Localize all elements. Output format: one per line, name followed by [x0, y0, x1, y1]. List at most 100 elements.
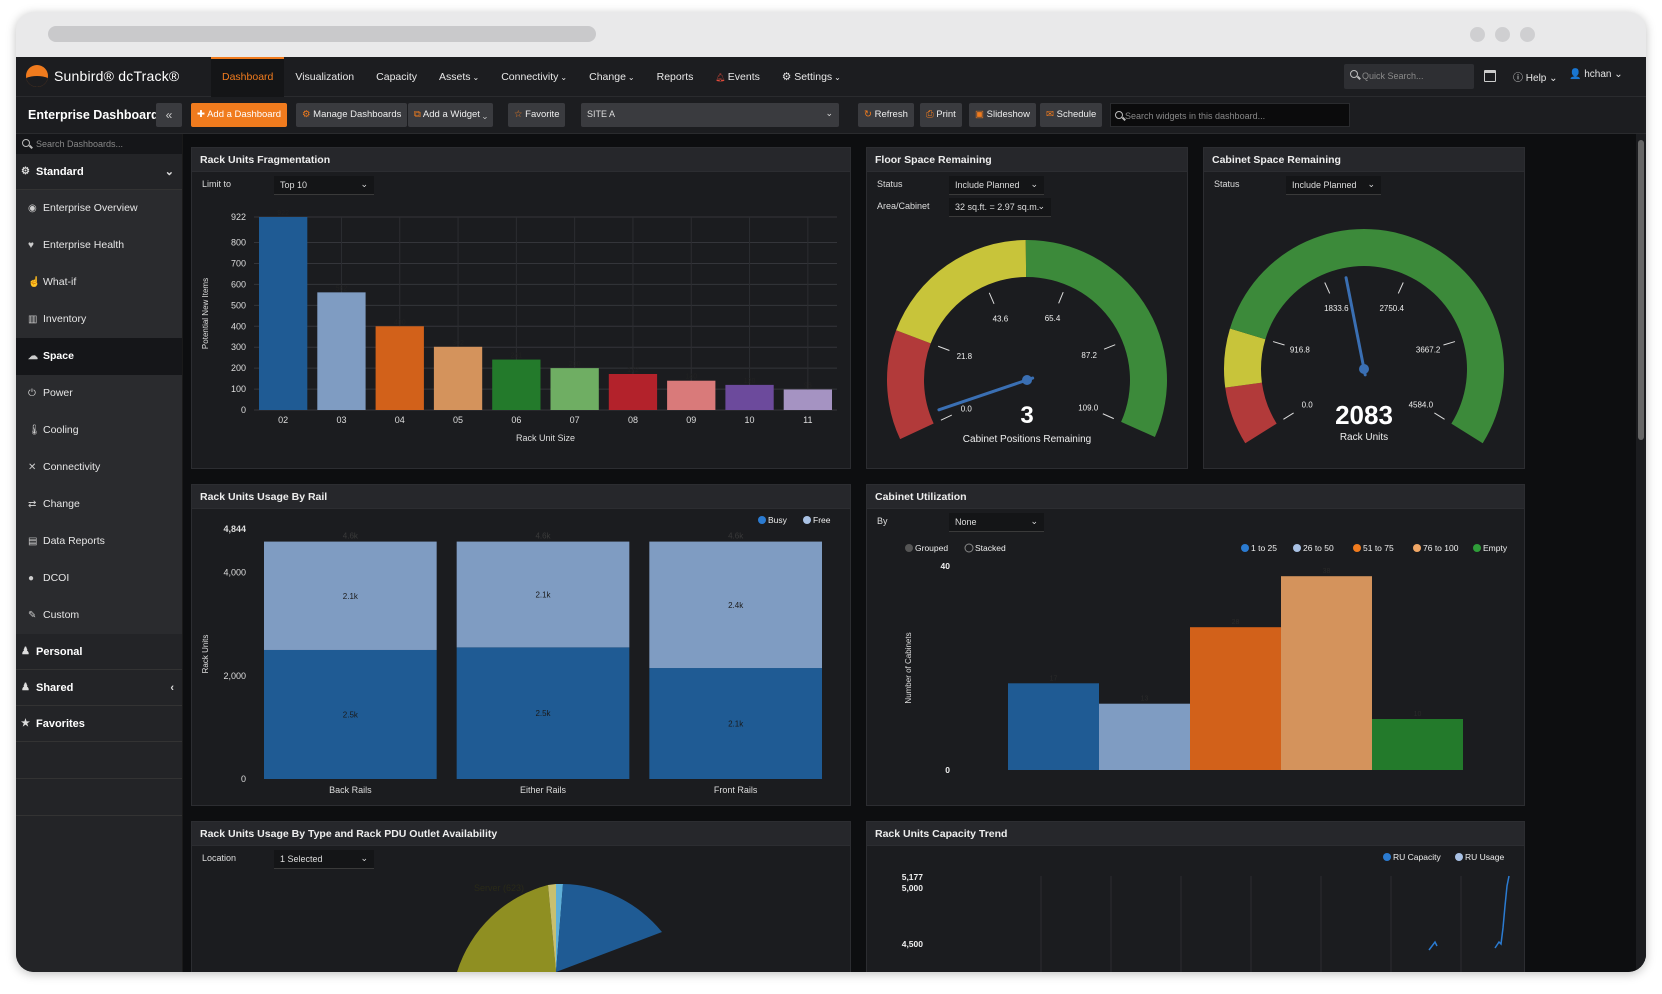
- stacked-bar-segment[interactable]: [649, 541, 822, 669]
- bar[interactable]: [1190, 627, 1281, 770]
- slideshow-button[interactable]: ▣ Slideshow: [969, 103, 1036, 127]
- legend-marker[interactable]: [1241, 544, 1249, 552]
- sidebar-item-dcoi[interactable]: ● DCOI: [16, 560, 182, 597]
- ru-capacity-line[interactable]: [1428, 940, 1438, 951]
- address-bar[interactable]: [48, 26, 596, 42]
- stacked-bar-segment[interactable]: [456, 647, 630, 779]
- sidebar-item-what-if[interactable]: ☝ What-if: [16, 264, 182, 301]
- legend-marker[interactable]: [803, 516, 811, 524]
- bar[interactable]: [608, 373, 658, 410]
- nav-item-visualization[interactable]: Visualization: [284, 57, 365, 97]
- bar[interactable]: [1099, 703, 1190, 770]
- stacked-bar-segment[interactable]: [456, 541, 630, 648]
- pie-slice[interactable]: [556, 883, 563, 972]
- stacked-radio[interactable]: [964, 543, 974, 553]
- pie-slice[interactable]: [548, 884, 556, 972]
- sidebar-section-personal[interactable]: ♟ Personal: [16, 634, 182, 670]
- user-menu[interactable]: 👤 hchan ⌄: [1569, 69, 1623, 80]
- help-menu[interactable]: ⓘ Help ⌄: [1513, 69, 1558, 84]
- sidebar-section-favorites[interactable]: ★ Favorites: [16, 706, 182, 742]
- nav-item-assets[interactable]: Assets ⌄: [428, 57, 490, 97]
- by-select[interactable]: None ⌄: [949, 513, 1044, 532]
- window-dot-icon[interactable]: [1520, 27, 1535, 42]
- sidebar-item-inventory[interactable]: ▥ Inventory: [16, 301, 182, 338]
- sidebar-section-standard[interactable]: ⚙ Standard ⌄: [16, 154, 182, 190]
- widget-title[interactable]: Rack Units Usage By Rail: [192, 485, 850, 509]
- nav-item-connectivity[interactable]: Connectivity ⌄: [490, 57, 578, 97]
- manage-dashboards-button[interactable]: ⚙ Manage Dashboards: [296, 103, 408, 127]
- pie-slice[interactable]: [457, 885, 556, 972]
- calendar-icon[interactable]: [1484, 70, 1496, 82]
- sidebar-item-change[interactable]: ⇄ Change: [16, 486, 182, 523]
- print-button[interactable]: ⎙ Print: [920, 103, 962, 127]
- sidebar-item-enterprise-health[interactable]: ♥ Enterprise Health: [16, 227, 182, 264]
- legend-marker[interactable]: [1293, 544, 1301, 552]
- gauge-band[interactable]: [1224, 328, 1266, 388]
- bar[interactable]: [1008, 683, 1099, 770]
- scrollbar[interactable]: [1636, 134, 1646, 972]
- widget-title[interactable]: Rack Units Capacity Trend: [867, 822, 1524, 846]
- gauge-band[interactable]: [1229, 229, 1504, 444]
- status-select[interactable]: Include Planned ⌄: [1286, 176, 1381, 195]
- widget-title[interactable]: Rack Units Usage By Type and Rack PDU Ou…: [192, 822, 850, 846]
- gauge-band[interactable]: [896, 240, 1027, 344]
- bar[interactable]: [259, 217, 308, 410]
- bar[interactable]: [1372, 719, 1463, 770]
- widget-title[interactable]: Rack Units Fragmentation: [192, 148, 850, 172]
- limit-select[interactable]: Top 10 ⌄: [274, 176, 374, 195]
- collapse-sidebar-button[interactable]: «: [156, 103, 182, 127]
- legend-marker[interactable]: [1353, 544, 1361, 552]
- widget-search-input[interactable]: Search widgets in this dashboard...: [1110, 103, 1350, 127]
- gauge-band[interactable]: [1025, 240, 1167, 437]
- bar[interactable]: [375, 326, 424, 410]
- ru-usage-line[interactable]: [1494, 875, 1510, 949]
- stacked-bar-segment[interactable]: [264, 649, 437, 779]
- sidebar-item-custom[interactable]: ✎ Custom: [16, 597, 182, 634]
- bar[interactable]: [1281, 576, 1372, 770]
- widget-title[interactable]: Cabinet Utilization: [867, 485, 1524, 509]
- sidebar-item-power[interactable]: ⏻ Power: [16, 375, 182, 412]
- legend-marker[interactable]: [1455, 853, 1463, 861]
- bar[interactable]: [725, 384, 774, 410]
- bar[interactable]: [433, 346, 483, 410]
- brand-logo[interactable]: Sunbird® dcTrack®: [26, 65, 179, 87]
- sidebar-item-space[interactable]: ☁ Space: [16, 338, 182, 375]
- bar[interactable]: [550, 368, 599, 410]
- sidebar-item-enterprise-overview[interactable]: ◉ Enterprise Overview: [16, 190, 182, 227]
- status-select[interactable]: Include Planned ⌄: [949, 176, 1044, 195]
- window-dot-icon[interactable]: [1470, 27, 1485, 42]
- quick-search-input[interactable]: Quick Search...: [1344, 64, 1474, 89]
- bar[interactable]: [783, 389, 832, 410]
- legend-marker[interactable]: [1473, 544, 1481, 552]
- add-dashboard-button[interactable]: ✚ Add a Dashboard: [191, 103, 288, 127]
- sidebar-item-data-reports[interactable]: ▤ Data Reports: [16, 523, 182, 560]
- legend-marker[interactable]: [758, 516, 766, 524]
- gauge-band[interactable]: [887, 330, 934, 440]
- nav-item-settings[interactable]: ⚙ Settings ⌄: [771, 57, 852, 97]
- site-select[interactable]: SITE A ⌄: [581, 103, 839, 127]
- sidebar-section-shared[interactable]: ♟ Shared ‹: [16, 670, 182, 706]
- window-dot-icon[interactable]: [1495, 27, 1510, 42]
- schedule-button[interactable]: ✉ Schedule: [1040, 103, 1103, 127]
- widget-title[interactable]: Cabinet Space Remaining: [1204, 148, 1524, 172]
- stacked-bar-segment[interactable]: [649, 668, 822, 779]
- gauge-band[interactable]: [1225, 382, 1277, 444]
- location-select[interactable]: 1 Selected ⌄: [274, 850, 374, 869]
- dashboard-search-input[interactable]: Search Dashboards...: [16, 134, 182, 154]
- nav-item-events[interactable]: 🔔︎ Events: [704, 57, 771, 97]
- widget-title[interactable]: Floor Space Remaining: [867, 148, 1187, 172]
- sidebar-item-cooling[interactable]: 🌡︎ Cooling: [16, 412, 182, 449]
- pie-slice[interactable]: [556, 884, 662, 972]
- nav-item-capacity[interactable]: Capacity: [365, 57, 428, 97]
- area-cabinet-select[interactable]: 32 sq.ft. = 2.97 sq.m. ⌄: [949, 198, 1051, 217]
- add-widget-button[interactable]: ⧉ Add a Widget ⌄: [408, 103, 494, 127]
- sidebar-item-connectivity[interactable]: ✕ Connectivity: [16, 449, 182, 486]
- stacked-bar-segment[interactable]: [264, 541, 437, 650]
- refresh-button[interactable]: ↻ Refresh: [858, 103, 914, 127]
- nav-item-change[interactable]: Change ⌄: [578, 57, 645, 97]
- nav-item-reports[interactable]: Reports: [646, 57, 705, 97]
- bar[interactable]: [317, 292, 366, 410]
- bar[interactable]: [667, 380, 716, 410]
- favorite-button[interactable]: ☆ Favorite: [508, 103, 566, 127]
- scrollbar-thumb[interactable]: [1638, 140, 1644, 440]
